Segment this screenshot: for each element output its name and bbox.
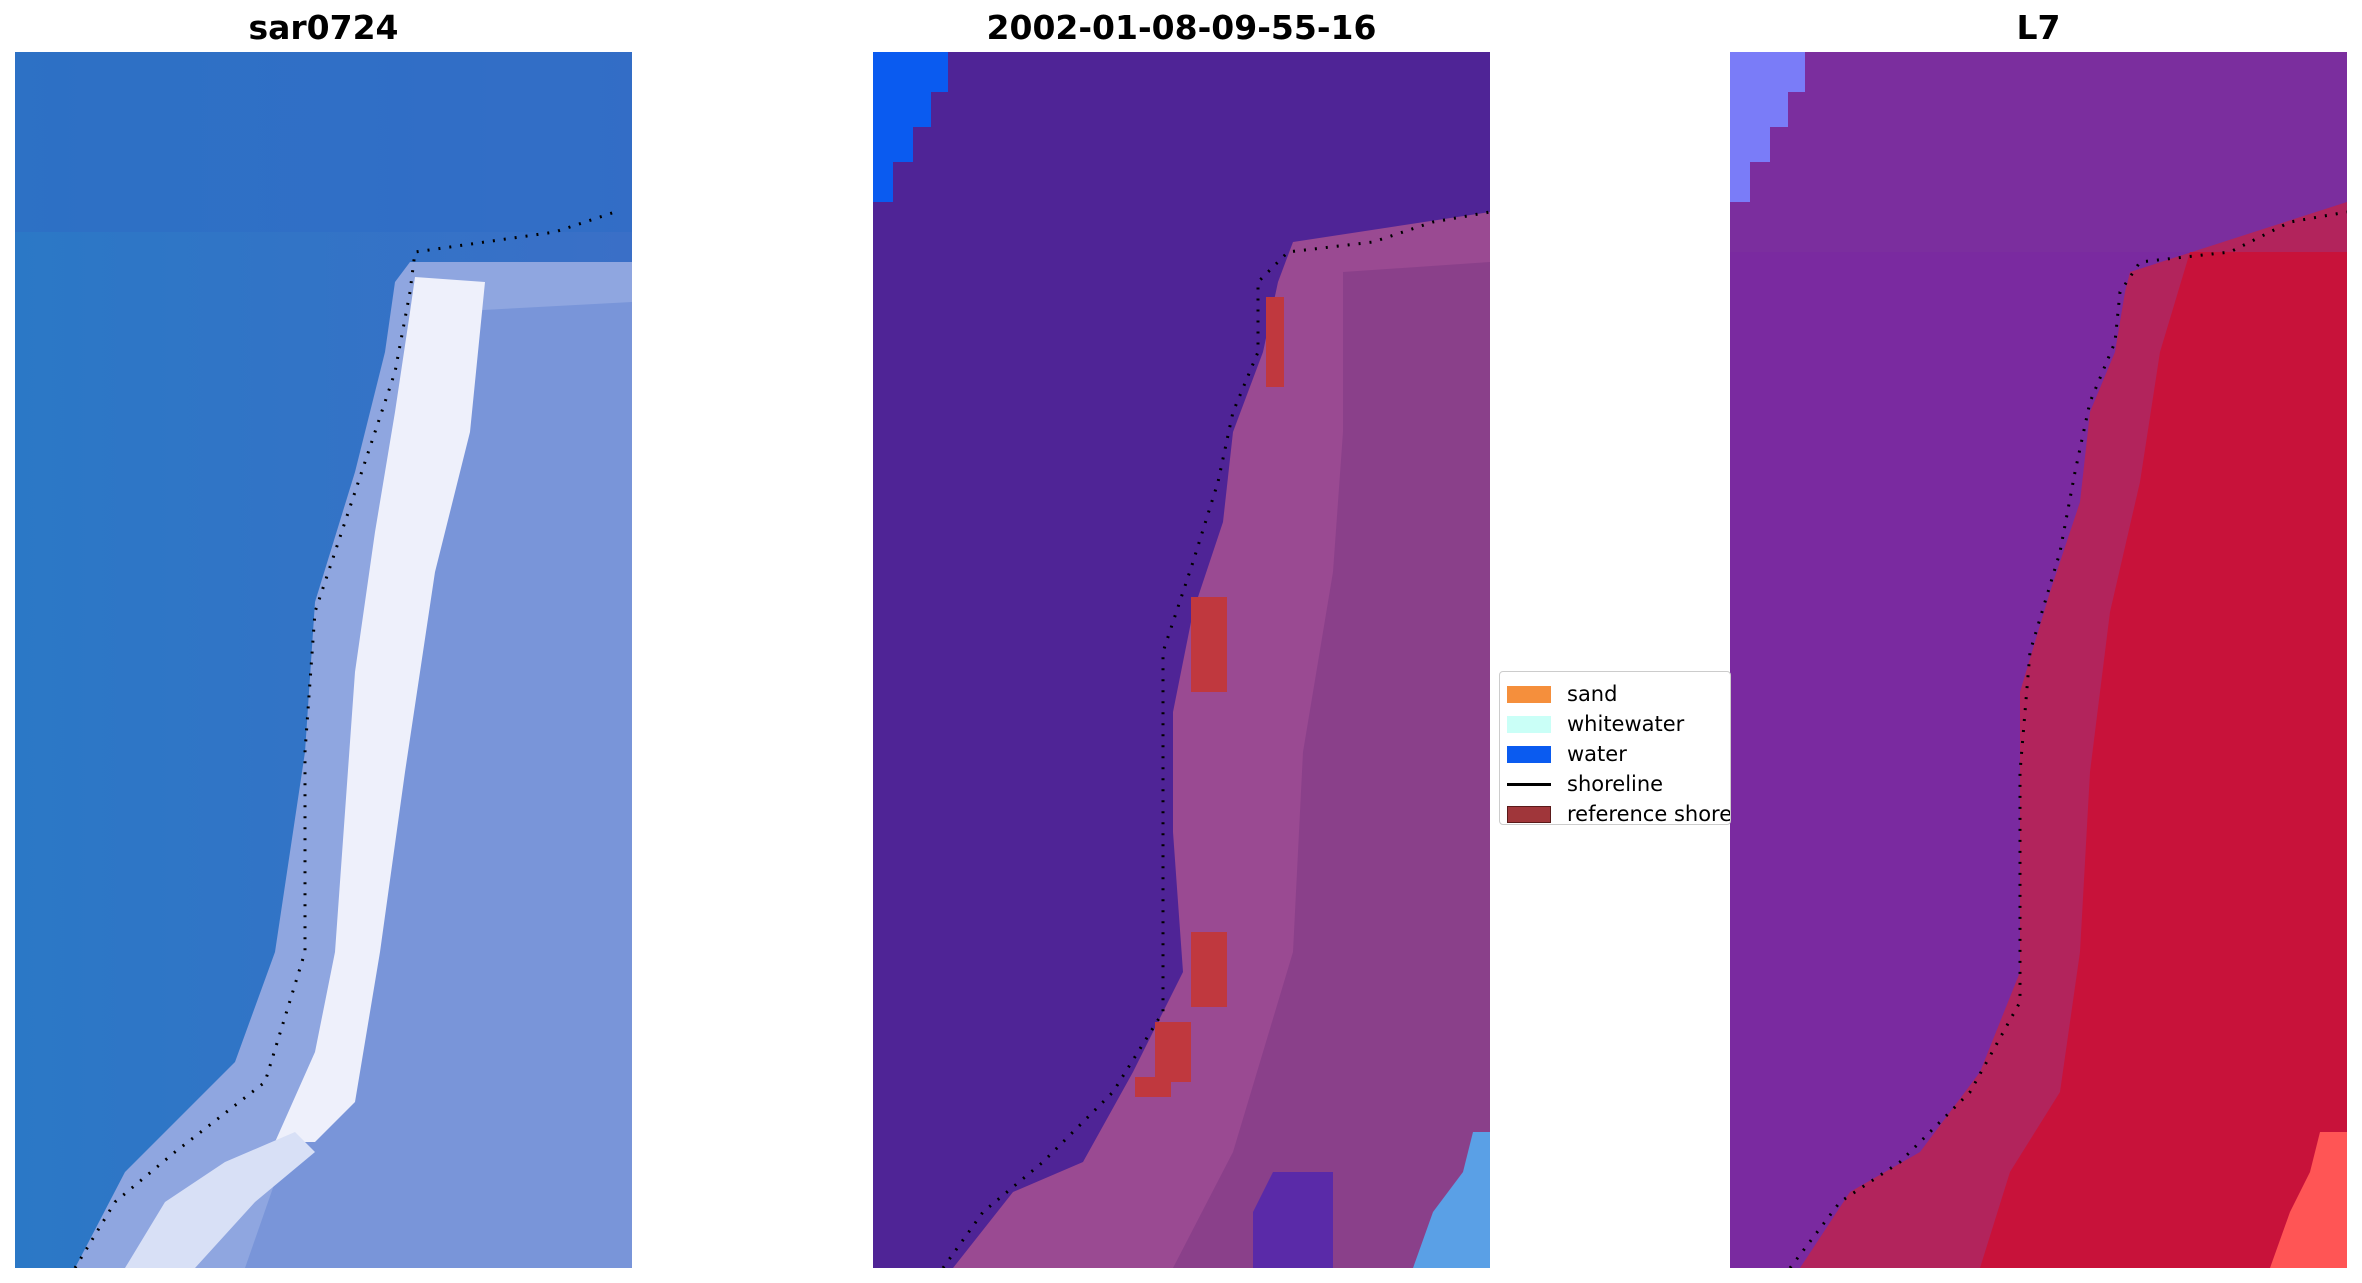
legend-item-shoreline: shoreline	[1507, 772, 1663, 796]
legend-item-water: water	[1507, 742, 1627, 766]
panel-title-classified: 2002-01-08-09-55-16	[986, 8, 1377, 47]
legend-item-reference-shoreline: reference shoreline	[1507, 802, 1731, 825]
shoreline-line-swatch	[1507, 782, 1551, 786]
rgb-image	[15, 52, 632, 1268]
panel-title-index: L7	[2016, 8, 2061, 47]
legend-label: reference shoreline	[1567, 802, 1731, 825]
shoreline-trace	[941, 210, 1490, 1268]
sand-swatch	[1507, 685, 1551, 703]
legend: sand whitewater water shoreline referenc…	[1499, 671, 1731, 825]
legend-item-whitewater: whitewater	[1507, 712, 1684, 736]
rgb-image-panel	[15, 52, 632, 1268]
legend-label: water	[1567, 742, 1627, 766]
index-image	[1730, 52, 2347, 1268]
classified-image-panel	[873, 52, 1490, 1268]
index-image-panel	[1730, 52, 2347, 1268]
legend-item-sand: sand	[1507, 682, 1617, 706]
shoreline-trace	[73, 210, 616, 1268]
legend-label: whitewater	[1567, 712, 1685, 736]
classified-image	[873, 52, 1490, 1268]
legend-label: shoreline	[1567, 772, 1664, 796]
whitewater-swatch	[1507, 715, 1551, 733]
water-swatch	[1507, 745, 1551, 763]
panel-title-rgb: sar0724	[248, 8, 399, 47]
reference-shoreline-swatch	[1507, 805, 1551, 823]
legend-label: sand	[1567, 682, 1618, 706]
